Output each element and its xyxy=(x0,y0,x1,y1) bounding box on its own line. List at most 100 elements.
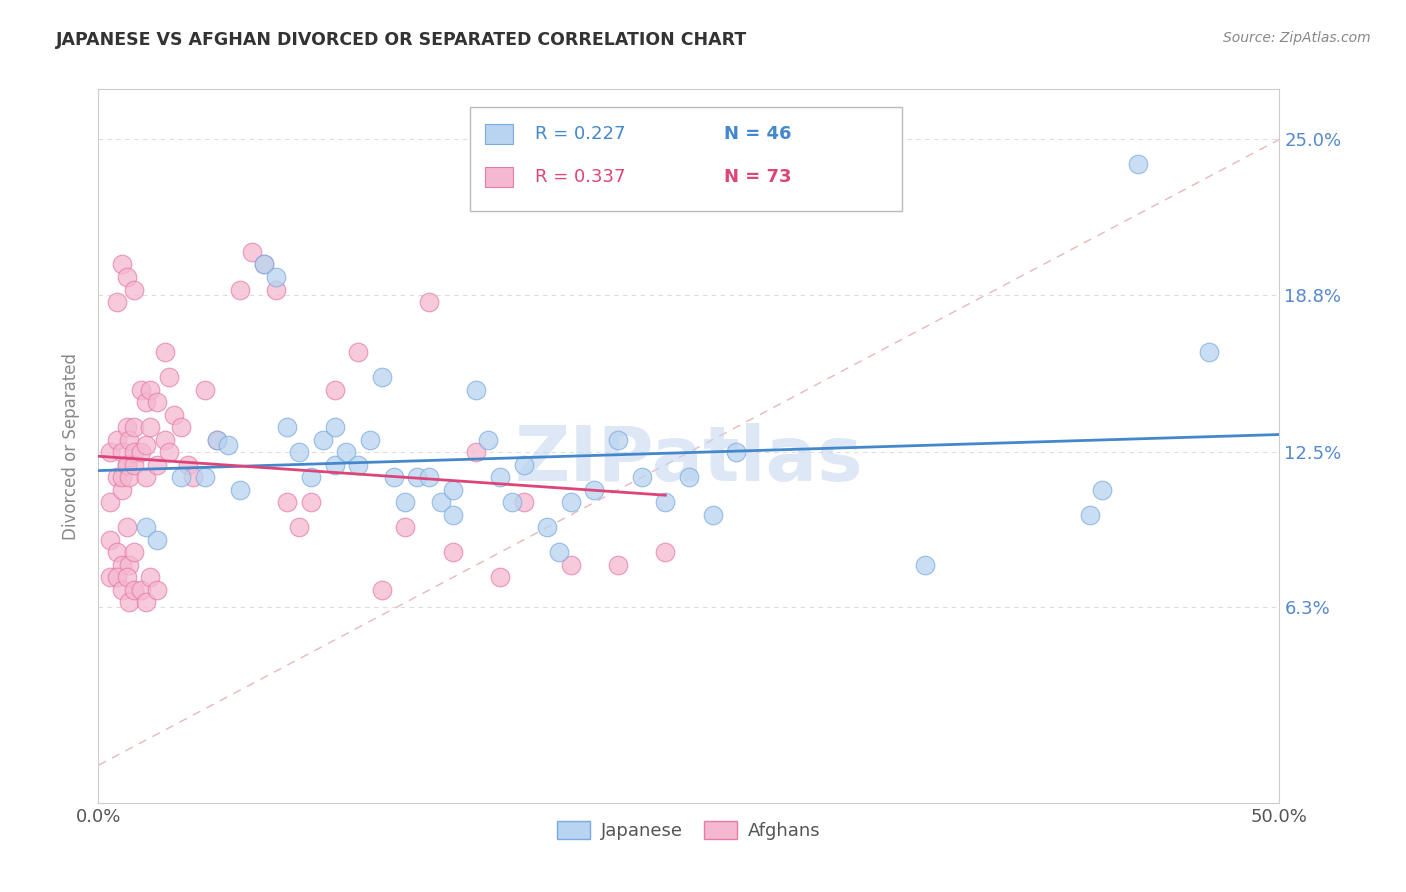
Point xyxy=(135,520,157,534)
Point xyxy=(139,570,162,584)
Point xyxy=(139,383,162,397)
Point xyxy=(205,433,228,447)
Point xyxy=(253,257,276,271)
Point xyxy=(118,470,141,484)
Point xyxy=(229,483,252,497)
Point xyxy=(105,545,128,559)
Point xyxy=(276,420,298,434)
Point xyxy=(394,495,416,509)
Point xyxy=(465,445,488,459)
Point xyxy=(371,582,394,597)
Point xyxy=(1126,157,1149,171)
Point xyxy=(512,495,534,509)
Point xyxy=(157,445,180,459)
Point xyxy=(115,458,138,472)
Point xyxy=(111,470,134,484)
Point xyxy=(654,545,676,559)
Point xyxy=(323,383,346,397)
Point xyxy=(194,383,217,397)
Point xyxy=(560,558,582,572)
Point xyxy=(105,470,128,484)
Point xyxy=(371,370,394,384)
Point xyxy=(115,520,138,534)
Point xyxy=(157,370,180,384)
Point xyxy=(465,383,488,397)
Point xyxy=(548,545,571,559)
Point xyxy=(347,345,370,359)
Point xyxy=(347,458,370,472)
Point xyxy=(288,520,311,534)
Text: R = 0.227: R = 0.227 xyxy=(536,125,626,143)
Y-axis label: Divorced or Separated: Divorced or Separated xyxy=(62,352,80,540)
Point xyxy=(118,595,141,609)
Point xyxy=(430,495,453,509)
Point xyxy=(122,582,145,597)
Point xyxy=(146,458,169,472)
Point xyxy=(115,270,138,285)
Point xyxy=(115,420,138,434)
Point xyxy=(359,433,381,447)
Point xyxy=(276,495,298,509)
Point xyxy=(129,582,152,597)
Text: N = 46: N = 46 xyxy=(724,125,792,143)
Point xyxy=(477,433,499,447)
Point xyxy=(335,445,357,459)
Point xyxy=(323,420,346,434)
Point xyxy=(264,283,287,297)
Point xyxy=(441,483,464,497)
Text: JAPANESE VS AFGHAN DIVORCED OR SEPARATED CORRELATION CHART: JAPANESE VS AFGHAN DIVORCED OR SEPARATED… xyxy=(56,31,748,49)
Point xyxy=(111,483,134,497)
FancyBboxPatch shape xyxy=(485,124,513,145)
Point xyxy=(240,244,263,259)
Point xyxy=(725,445,748,459)
Point xyxy=(163,408,186,422)
Point xyxy=(115,570,138,584)
Text: Source: ZipAtlas.com: Source: ZipAtlas.com xyxy=(1223,31,1371,45)
Point xyxy=(170,470,193,484)
Point xyxy=(118,558,141,572)
Point xyxy=(129,445,152,459)
Point xyxy=(607,558,630,572)
Point xyxy=(418,295,440,310)
Point xyxy=(489,470,512,484)
Point xyxy=(135,395,157,409)
Point xyxy=(1080,508,1102,522)
Point xyxy=(536,520,558,534)
Point xyxy=(129,383,152,397)
Point xyxy=(630,470,652,484)
Point xyxy=(177,458,200,472)
Point xyxy=(217,438,239,452)
Point xyxy=(583,483,606,497)
Point xyxy=(914,558,936,572)
Point xyxy=(501,495,523,509)
Text: ZIPatlas: ZIPatlas xyxy=(515,424,863,497)
Text: N = 73: N = 73 xyxy=(724,168,792,186)
Point xyxy=(105,433,128,447)
Legend: Japanese, Afghans: Japanese, Afghans xyxy=(550,814,828,847)
Point xyxy=(489,570,512,584)
Point xyxy=(98,533,121,547)
Point xyxy=(312,433,335,447)
Point xyxy=(122,283,145,297)
Point xyxy=(135,595,157,609)
Point xyxy=(394,520,416,534)
Point xyxy=(111,257,134,271)
Point xyxy=(122,445,145,459)
Point xyxy=(441,508,464,522)
Point xyxy=(111,582,134,597)
Point xyxy=(512,458,534,472)
Point xyxy=(299,495,322,509)
Point xyxy=(560,495,582,509)
Point xyxy=(288,445,311,459)
Point xyxy=(98,445,121,459)
Point xyxy=(111,445,134,459)
Point xyxy=(702,508,724,522)
Point xyxy=(264,270,287,285)
Point xyxy=(146,533,169,547)
Point xyxy=(323,458,346,472)
Point xyxy=(153,433,176,447)
Point xyxy=(441,545,464,559)
FancyBboxPatch shape xyxy=(471,107,901,211)
Point xyxy=(194,470,217,484)
Point xyxy=(205,433,228,447)
